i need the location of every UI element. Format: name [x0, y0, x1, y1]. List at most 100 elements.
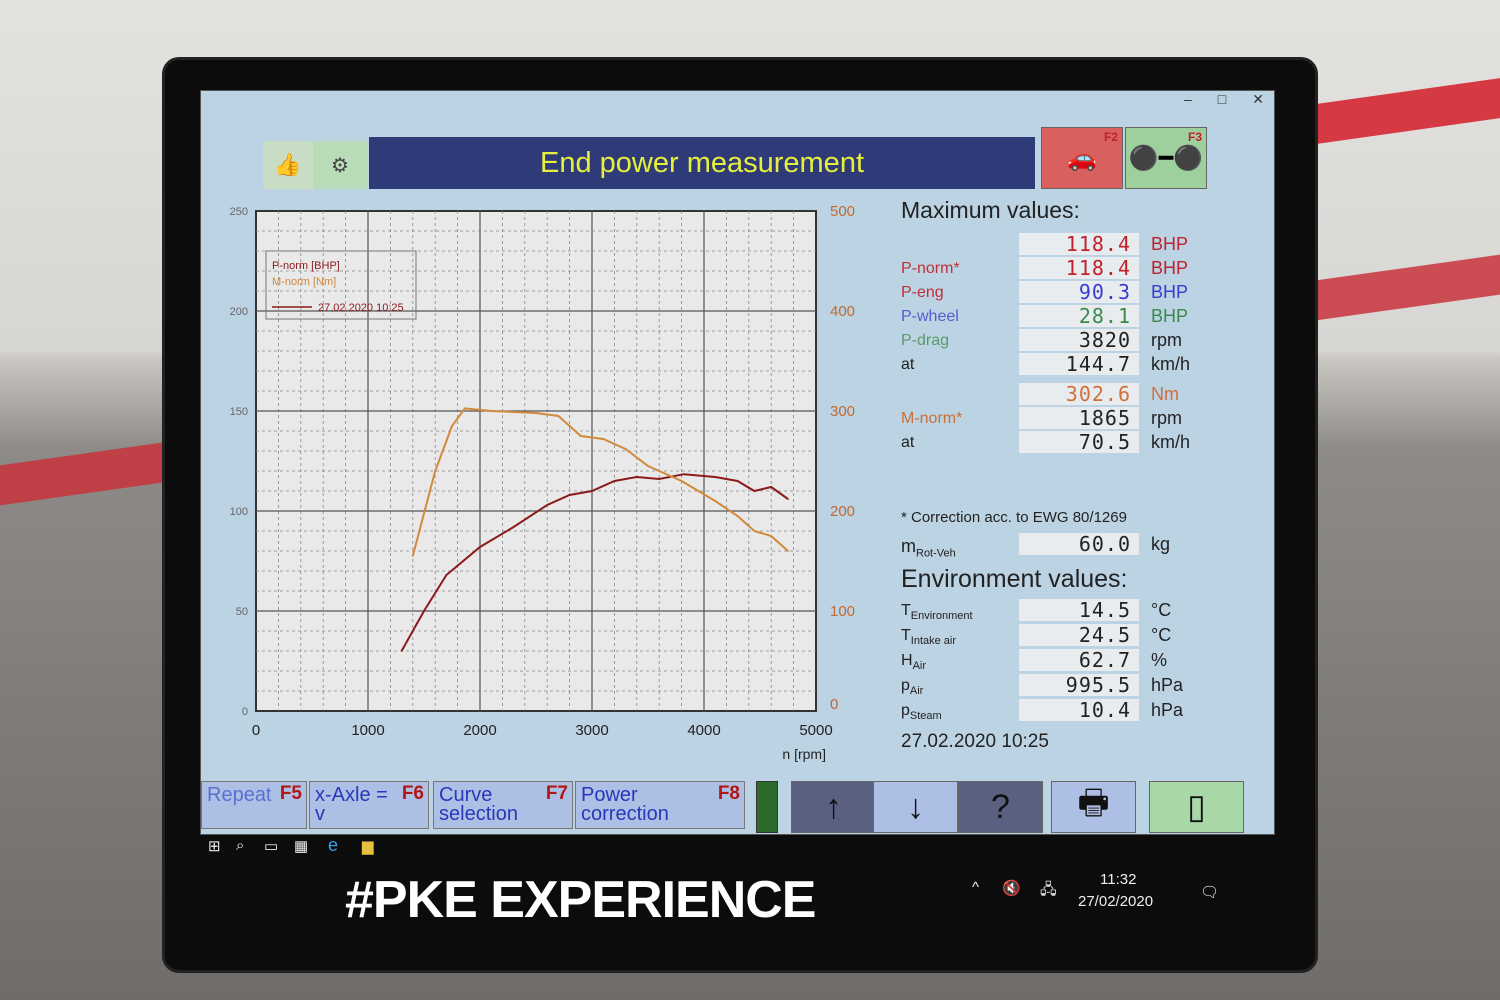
data-point [557, 415, 560, 417]
close-button[interactable]: ✕ [1252, 91, 1264, 107]
env-unit: °C [1151, 625, 1172, 645]
max-values-title: Maximum values: [901, 197, 1080, 223]
start-icon[interactable]: ⊞ [208, 838, 221, 855]
torque-label: M-norm* [901, 410, 963, 427]
speaker-muted-icon[interactable]: 🔇 [1002, 880, 1021, 897]
scroll-down-button[interactable]: ↓ [873, 781, 958, 833]
tray-chevron-icon[interactable]: ^ [972, 879, 980, 896]
x-axis-label: n [rpm] [782, 746, 826, 762]
env-unit: °C [1151, 600, 1172, 620]
torque-row: M-norm* 1865 rpm [901, 407, 1271, 431]
door-icon: ▯ [1187, 788, 1206, 826]
button-label: x-Axle = v [315, 784, 388, 825]
env-row: HAir 62.7 % [901, 649, 1271, 673]
header: 👍 ⚙ End power measurement F2 🚗 F3 ⚫━⚫ [201, 111, 1276, 191]
function-button-f7[interactable]: Curve selection F7 [433, 781, 573, 829]
max-value: 90.3 [1019, 281, 1139, 303]
f3-key-label: F3 [1187, 130, 1202, 144]
mass-label: mRot-Veh [901, 536, 956, 560]
x-tick-label: 2000 [463, 722, 496, 739]
data-point [451, 425, 453, 427]
exit-button[interactable]: ▯ [1149, 781, 1244, 833]
data-point [787, 498, 789, 500]
engine-icon[interactable]: ⚙ [313, 141, 367, 189]
function-button-f8[interactable]: Power correction F8 [575, 781, 745, 829]
torque-row: 302.6 Nm [901, 383, 1271, 407]
bezel-logo: #PKE EXPERIENCE [345, 871, 816, 929]
data-point [580, 435, 582, 437]
max-row: P-wheel 28.1 BHP [901, 305, 1271, 329]
env-value: 14.5 [1019, 599, 1139, 621]
data-point [753, 490, 756, 492]
help-button[interactable]: ? [958, 781, 1043, 833]
max-value: 118.4 [1019, 233, 1139, 255]
env-unit: hPa [1151, 675, 1184, 695]
task-view-icon[interactable]: ▭ [264, 838, 279, 855]
max-row: 118.4 BHP [901, 233, 1271, 257]
torque-value: 1865 [1019, 407, 1139, 429]
status-led-bar [756, 781, 778, 833]
data-point [445, 574, 448, 576]
dyno-app-taskbar-icon[interactable]: ▦ [294, 838, 309, 855]
power-chart: 0 1000 2000 3000 4000 5000 0 50 100 150 200 250 0 100… [216, 201, 876, 776]
y-left-tick-label: 200 [230, 306, 248, 318]
folder-icon[interactable]: ▆ [362, 838, 374, 855]
data-point [546, 504, 548, 506]
data-point [624, 448, 627, 450]
data-point [658, 478, 660, 480]
scroll-up-button[interactable]: ↑ [791, 781, 876, 833]
page-title: End power measurement [540, 146, 864, 179]
edge-icon[interactable]: e [328, 835, 339, 855]
env-value: 10.4 [1019, 699, 1139, 721]
max-row: at 144.7 km/h [901, 353, 1271, 377]
data-point [683, 473, 685, 476]
env-unit: hPa [1151, 700, 1184, 720]
print-button[interactable]: 🖶 [1051, 781, 1136, 833]
y-right-tick-label: 100 [830, 603, 855, 620]
max-row: P-eng 90.3 BHP [901, 281, 1271, 305]
data-point [647, 465, 649, 467]
max-label: at [901, 356, 915, 373]
y-right-tick-label: 300 [830, 403, 855, 420]
arrow-down-icon: ↓ [907, 787, 924, 826]
x-tick-label: 4000 [687, 722, 720, 739]
correction-note: * Correction acc. to EWG 80/1269 [901, 509, 1127, 526]
function-button-f5[interactable]: Repeat F5 [201, 781, 307, 829]
env-values-title: Environment values: [901, 565, 1128, 593]
plot-area [255, 210, 817, 712]
max-value: 28.1 [1019, 305, 1139, 327]
button-label: Repeat [207, 784, 272, 806]
y-right-tick-label: 200 [830, 503, 855, 520]
env-row: TEnvironment 14.5 °C [901, 599, 1271, 623]
function-key-label: F8 [717, 783, 740, 804]
max-label: P-wheel [901, 308, 959, 325]
function-key-label: F5 [279, 783, 302, 804]
max-value: 3820 [1019, 329, 1139, 351]
function-button-f6[interactable]: x-Axle = v F6 [309, 781, 429, 829]
minimize-button[interactable]: – [1184, 91, 1192, 107]
clock-date[interactable]: 27/02/2020 [1078, 893, 1154, 910]
max-unit: BHP [1151, 258, 1189, 278]
thumbs-up-icon[interactable]: 👍 [263, 141, 313, 189]
max-row: P-drag 3820 rpm [901, 329, 1271, 353]
mass-unit: kg [1151, 534, 1171, 554]
data-point [464, 407, 466, 410]
y-right-tick-label: 400 [830, 303, 855, 320]
clock-time[interactable]: 11:32 [1100, 871, 1137, 888]
network-icon[interactable]: 🖧 [1040, 881, 1057, 898]
max-unit: BHP [1151, 306, 1189, 326]
dyno-app-window: – □ ✕ 👍 ⚙ End power measurement F2 🚗 F3 ⚫━… [200, 90, 1275, 835]
maximize-button[interactable]: □ [1217, 91, 1227, 107]
y-left-tick-label: 150 [230, 406, 248, 418]
env-label: pAir [901, 677, 924, 698]
search-icon[interactable]: ⌕ [236, 837, 245, 854]
function-key-label: F7 [545, 783, 568, 804]
rollers-button[interactable]: F3 ⚫━⚫ [1125, 127, 1207, 189]
legend-box [265, 250, 417, 320]
data-point [736, 480, 739, 482]
data-point [753, 530, 756, 532]
env-label: HAir [901, 652, 927, 673]
question-icon: ? [991, 787, 1010, 826]
notifications-icon[interactable]: 🗨 [1200, 884, 1220, 901]
car-dyno-button[interactable]: F2 🚗 [1041, 127, 1123, 189]
